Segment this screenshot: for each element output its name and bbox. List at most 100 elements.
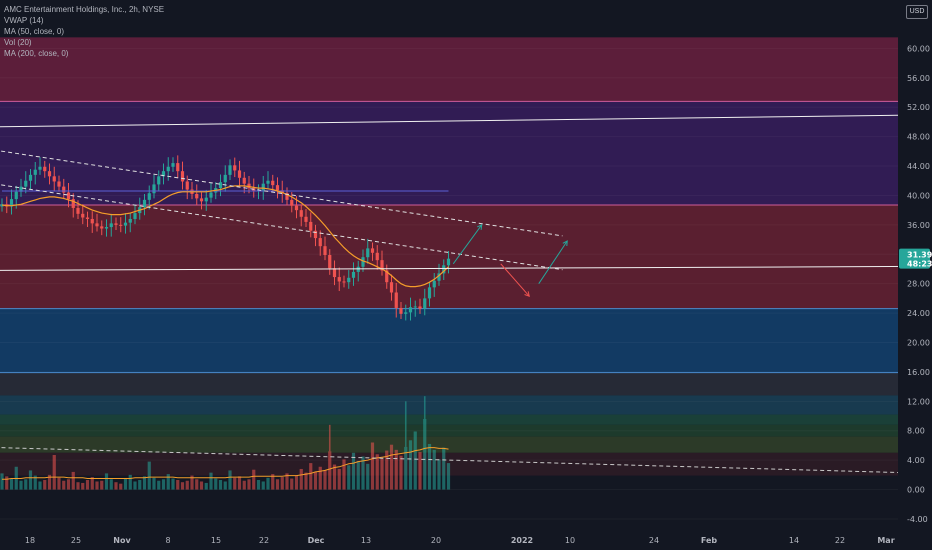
candle-body [432, 280, 436, 288]
time-tick-label: 24 [649, 536, 659, 545]
candle-body [114, 223, 118, 225]
volume-bar [370, 442, 375, 490]
volume-bar [242, 480, 246, 490]
candle-body [204, 197, 208, 202]
candle-body [266, 180, 270, 184]
candle-body [285, 193, 289, 200]
time-tick-label: 22 [259, 536, 269, 545]
volume-bar [228, 470, 232, 490]
candle-body [380, 260, 384, 271]
candle-body [446, 258, 451, 266]
candle-body [66, 192, 71, 200]
candle-body [437, 273, 441, 281]
candle-body [123, 222, 128, 226]
chart-legend: AMC Entertainment Holdings, Inc., 2h, NY… [4, 4, 164, 59]
volume-bar [237, 476, 242, 490]
candle-body [399, 307, 403, 314]
time-tick-label: Nov [113, 536, 131, 545]
volume-bar [199, 481, 204, 490]
volume-bar [361, 456, 365, 490]
volume-bar [104, 473, 109, 490]
indicator-ma200[interactable]: MA (200, close, 0) [4, 49, 69, 58]
volume-bar [90, 477, 94, 490]
volume-bar [247, 479, 251, 490]
volume-bar [290, 478, 294, 490]
time-tick-label: 8 [165, 536, 170, 545]
volume-bar [114, 482, 118, 490]
volume-bar [133, 481, 137, 490]
symbol-title[interactable]: AMC Entertainment Holdings, Inc., 2h, NY… [4, 5, 165, 14]
volume-bar [413, 431, 417, 490]
ma50-line [1, 185, 449, 288]
volume-bar [171, 478, 175, 490]
volume-bar [76, 482, 80, 490]
volume-bar [28, 470, 33, 490]
volume-bar [57, 477, 61, 490]
currency-button[interactable]: USD [906, 5, 928, 19]
candle-body [152, 184, 156, 194]
candle-body [342, 281, 346, 283]
candlesticks [0, 155, 451, 321]
candle-body [328, 255, 332, 269]
candle-body [24, 180, 28, 187]
candle-body [161, 171, 166, 177]
time-axis[interactable]: 18 25 Nov 8 15 22 Dec 13 20 2022 10 24 Feb 14 22 Mar [0, 533, 932, 550]
volume-spike [404, 401, 407, 447]
arrow-head [562, 240, 568, 247]
volume-bar [9, 478, 14, 490]
volume-bar [375, 454, 379, 490]
candle-body [33, 169, 37, 175]
volume-bar [38, 481, 42, 490]
candle-body [157, 176, 161, 185]
indicator-ma50[interactable]: MA (50, close, 0) [4, 27, 65, 36]
indicator-volume[interactable]: Vol (20) [4, 38, 32, 47]
candle-body [100, 226, 104, 229]
indicator-vwap[interactable]: VWAP (14) [4, 16, 44, 25]
volume-bar [81, 482, 85, 490]
candle-body [85, 217, 90, 219]
price-tick-label: 12.00 [907, 397, 930, 406]
time-tick-label: Mar [877, 536, 894, 545]
trendline [0, 114, 932, 128]
volume-bar [351, 452, 356, 490]
volume-bar [285, 473, 289, 490]
candle-body [309, 221, 313, 231]
candle-body [427, 287, 432, 299]
volume-bar [318, 466, 322, 490]
candle-body [356, 266, 360, 272]
candle-body [9, 199, 14, 207]
volume-bar [109, 479, 113, 490]
volume-bar [380, 458, 384, 490]
price-tick-label: 16.00 [907, 368, 930, 377]
time-tick-label: 13 [361, 536, 371, 545]
volume-bar [176, 480, 180, 490]
volume-bar [299, 468, 303, 490]
price-tick-label: 44.00 [907, 162, 930, 171]
candle-body [90, 218, 94, 224]
candle-body [52, 176, 56, 182]
volume-bar [138, 480, 142, 490]
volume-bar [100, 480, 104, 490]
price-zone [0, 395, 898, 415]
dashed-trendline [0, 447, 932, 474]
volume-bar [399, 455, 403, 490]
indicator-lines [1, 185, 449, 288]
candle-body [361, 257, 365, 267]
volume-bar [152, 477, 156, 490]
price-tick-label: 56.00 [907, 74, 930, 83]
price-tick-label: 28.00 [907, 280, 930, 289]
volume-bars [0, 396, 451, 490]
time-axis-bg [0, 533, 932, 550]
volume-bar [342, 459, 346, 490]
volume-bar [142, 476, 147, 490]
candle-body [62, 186, 66, 193]
candle-body [81, 213, 85, 218]
candle-body [76, 207, 80, 214]
price-tick-label: 52.00 [907, 103, 930, 112]
volume-bar [256, 480, 261, 490]
volume-bar [337, 468, 341, 490]
volume-bar [66, 479, 71, 490]
price-axis[interactable]: 60.0056.0052.0048.0044.0040.0036.0032.00… [898, 0, 932, 550]
candle-body [247, 183, 251, 189]
